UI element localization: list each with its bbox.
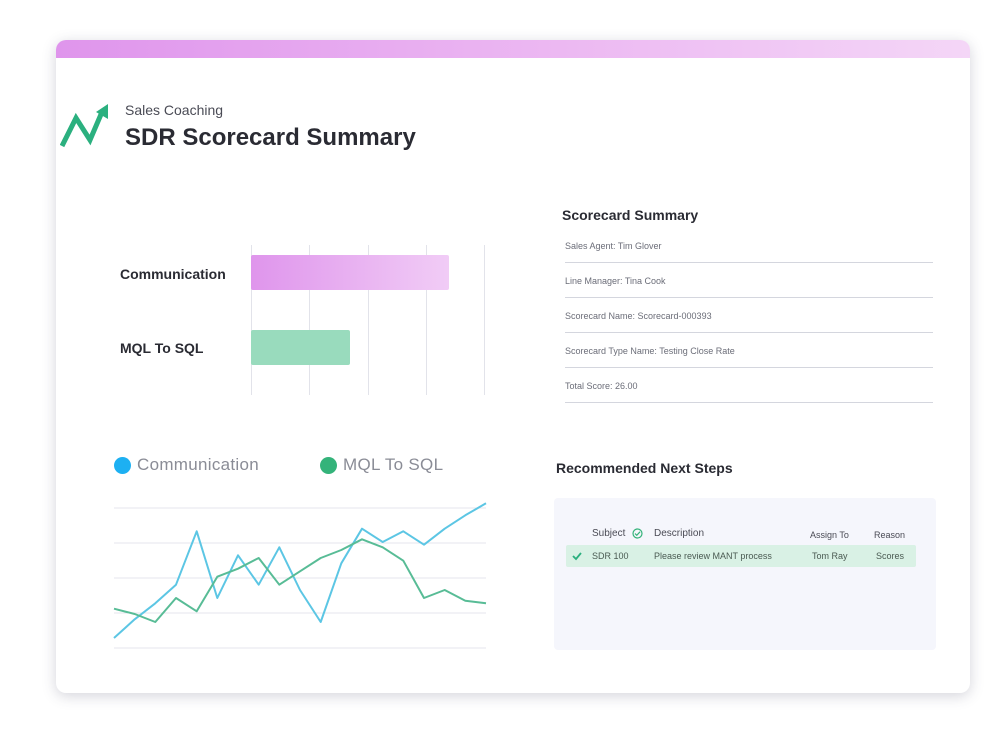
legend-label-mql-to-sql: MQL To SQL xyxy=(343,455,444,474)
bar-grid-line xyxy=(368,245,369,395)
bar-communication xyxy=(251,255,450,290)
summary-field-scorecard-type: Scorecard Type Name: Testing Close Rate xyxy=(565,344,933,368)
bar-grid-line xyxy=(426,245,427,395)
next-steps-panel: Subject Description Assign To Reason SDR… xyxy=(554,498,936,650)
summary-field-scorecard-name: Scorecard Name: Scorecard-000393 xyxy=(565,309,933,333)
series-line-mql-to-sql xyxy=(113,538,487,623)
bar-grid-line xyxy=(251,245,252,395)
bar-chart: Communication MQL To SQL xyxy=(56,245,496,395)
bar-grid-line xyxy=(484,245,485,395)
column-header-description[interactable]: Description xyxy=(654,528,705,539)
bar-grid-line xyxy=(309,245,310,395)
check-circle-icon xyxy=(632,528,643,539)
bar-mql-to-sql xyxy=(251,330,351,365)
summary-field-sales-agent: Sales Agent: Tim Glover xyxy=(565,239,933,263)
page-title: SDR Scorecard Summary xyxy=(125,124,416,151)
legend-dot-communication xyxy=(114,456,131,474)
row-assign-to: Tom Ray xyxy=(812,551,848,561)
legend-label-communication: Communication xyxy=(137,455,260,474)
check-icon xyxy=(572,552,582,561)
summary-field-line-manager: Line Manager: Tina Cook xyxy=(565,274,933,298)
column-header-assign-to[interactable]: Assign To xyxy=(810,530,849,540)
series-line-communication xyxy=(113,502,487,639)
legend-item-communication: Communication xyxy=(114,454,259,476)
row-reason: Scores xyxy=(876,551,905,561)
page-subtitle: Sales Coaching xyxy=(125,102,224,118)
legend-item-mql-to-sql: MQL To SQL xyxy=(320,454,443,476)
summary-field-total-score: Total Score: 26.00 xyxy=(565,379,933,403)
line-chart xyxy=(113,502,487,649)
trend-arrow-logo-icon xyxy=(60,104,108,148)
card-top-bar xyxy=(56,40,970,58)
bar-label-mql-to-sql: MQL To SQL xyxy=(120,340,204,356)
row-description: Please review MANT process xyxy=(654,551,772,561)
next-steps-title: Recommended Next Steps xyxy=(556,460,733,476)
scorecard-card: Sales Coaching SDR Scorecard Summary Com… xyxy=(56,40,970,693)
row-subject: SDR 100 xyxy=(592,551,629,561)
column-header-subject[interactable]: Subject xyxy=(592,528,626,539)
bar-label-communication: Communication xyxy=(120,266,226,282)
legend-dot-mql-to-sql xyxy=(320,456,337,474)
column-header-reason[interactable]: Reason xyxy=(874,530,906,540)
scorecard-summary-title: Scorecard Summary xyxy=(562,207,699,223)
table-row[interactable]: SDR 100 Please review MANT process Tom R… xyxy=(566,545,916,567)
